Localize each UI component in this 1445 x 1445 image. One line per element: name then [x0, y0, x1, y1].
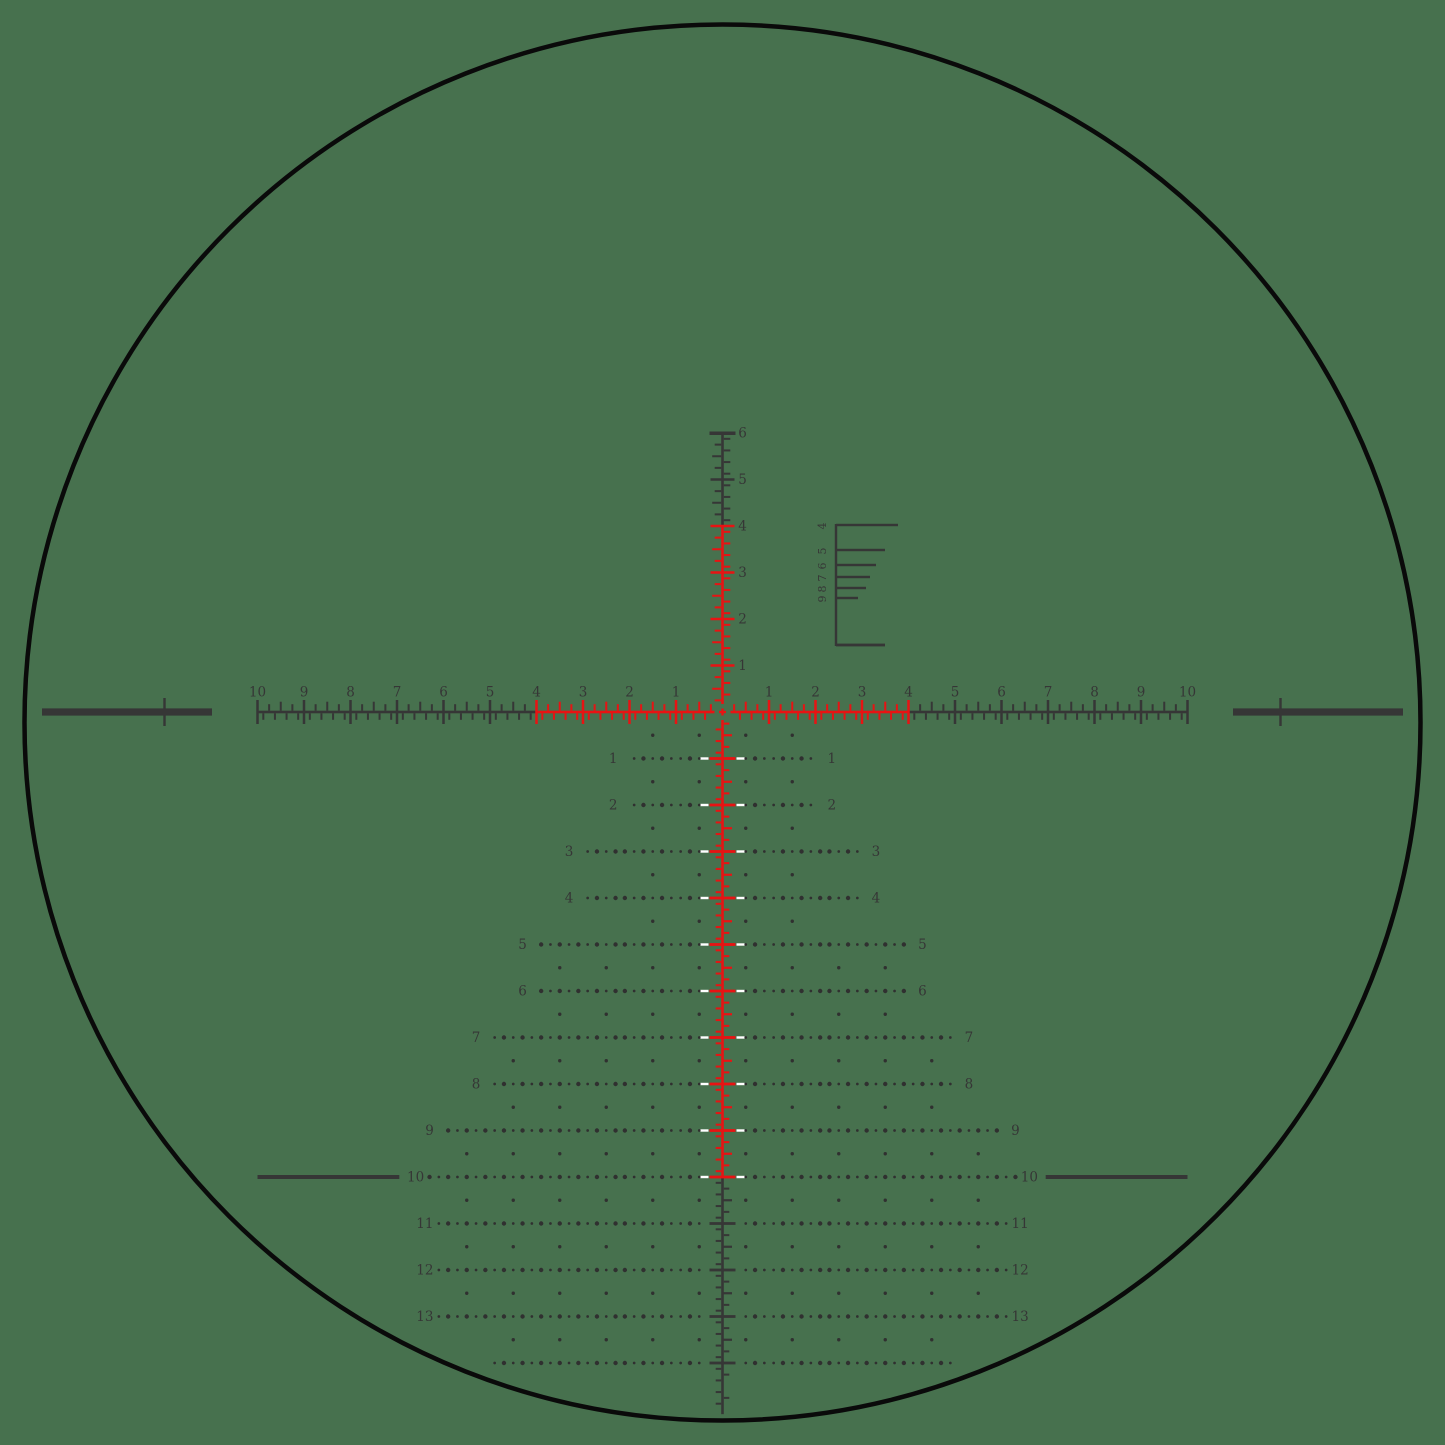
svg-text:13: 13 [416, 1309, 433, 1325]
svg-text:9: 9 [1137, 685, 1146, 701]
svg-text:2: 2 [609, 798, 618, 814]
svg-text:7: 7 [1044, 685, 1053, 701]
svg-text:6: 6 [518, 984, 527, 1000]
svg-text:6: 6 [997, 685, 1006, 701]
svg-text:5: 5 [738, 472, 747, 488]
ranging-bracket: 4 5 6 7 8 9 [816, 523, 898, 647]
svg-text:5: 5 [918, 937, 927, 953]
svg-text:8: 8 [1090, 685, 1099, 701]
svg-text:11: 11 [416, 1216, 433, 1232]
fov-circle [22, 22, 1423, 1423]
svg-text:7: 7 [393, 685, 402, 701]
svg-text:2: 2 [827, 798, 836, 814]
svg-text:12: 12 [1012, 1263, 1029, 1279]
center-dot [719, 708, 726, 716]
svg-text:9: 9 [1011, 1123, 1020, 1139]
svg-text:6: 6 [738, 426, 747, 442]
svg-text:1: 1 [609, 751, 618, 767]
svg-text:13: 13 [1012, 1309, 1029, 1325]
svg-text:10: 10 [407, 1170, 424, 1186]
svg-text:9: 9 [300, 685, 309, 701]
svg-text:3: 3 [858, 685, 867, 701]
svg-text:9: 9 [425, 1123, 434, 1139]
svg-text:5: 5 [951, 685, 960, 701]
svg-text:7: 7 [816, 575, 829, 582]
svg-text:4: 4 [565, 891, 574, 907]
svg-text:10: 10 [1179, 685, 1196, 701]
horizontal-mil-scale: 10 9 8 7 6 5 4 3 2 1 1 2 3 4 5 6 7 8 9 10 [249, 685, 1196, 724]
svg-text:12: 12 [416, 1263, 433, 1279]
svg-text:1: 1 [738, 658, 747, 674]
svg-text:7: 7 [472, 1030, 481, 1046]
svg-text:9: 9 [816, 596, 829, 603]
vertical-mil-scale: 1 2 3 4 5 6 [709, 426, 747, 704]
svg-text:4: 4 [872, 891, 881, 907]
svg-text:4: 4 [532, 685, 541, 701]
svg-text:3: 3 [872, 844, 881, 860]
svg-text:3: 3 [565, 844, 574, 860]
svg-text:11: 11 [1012, 1216, 1029, 1232]
svg-text:1: 1 [765, 685, 774, 701]
svg-text:6: 6 [918, 984, 927, 1000]
svg-text:1: 1 [827, 751, 836, 767]
svg-text:10: 10 [249, 685, 266, 701]
svg-text:2: 2 [625, 685, 634, 701]
svg-text:3: 3 [738, 565, 747, 581]
svg-text:4: 4 [738, 519, 747, 535]
svg-text:5: 5 [486, 685, 495, 701]
svg-text:6: 6 [816, 563, 829, 570]
svg-text:6: 6 [439, 685, 448, 701]
svg-text:1: 1 [672, 685, 681, 701]
svg-text:8: 8 [965, 1077, 974, 1093]
svg-text:2: 2 [811, 685, 820, 701]
heavy-posts [42, 698, 1403, 726]
svg-text:5: 5 [816, 548, 829, 555]
svg-text:4: 4 [816, 523, 829, 530]
svg-text:8: 8 [346, 685, 355, 701]
svg-text:2: 2 [738, 612, 747, 628]
svg-text:5: 5 [518, 937, 527, 953]
svg-text:8: 8 [816, 586, 829, 593]
svg-text:4: 4 [904, 685, 913, 701]
svg-text:10: 10 [1021, 1170, 1038, 1186]
svg-text:7: 7 [965, 1030, 974, 1046]
svg-text:3: 3 [579, 685, 588, 701]
svg-text:8: 8 [472, 1077, 481, 1093]
